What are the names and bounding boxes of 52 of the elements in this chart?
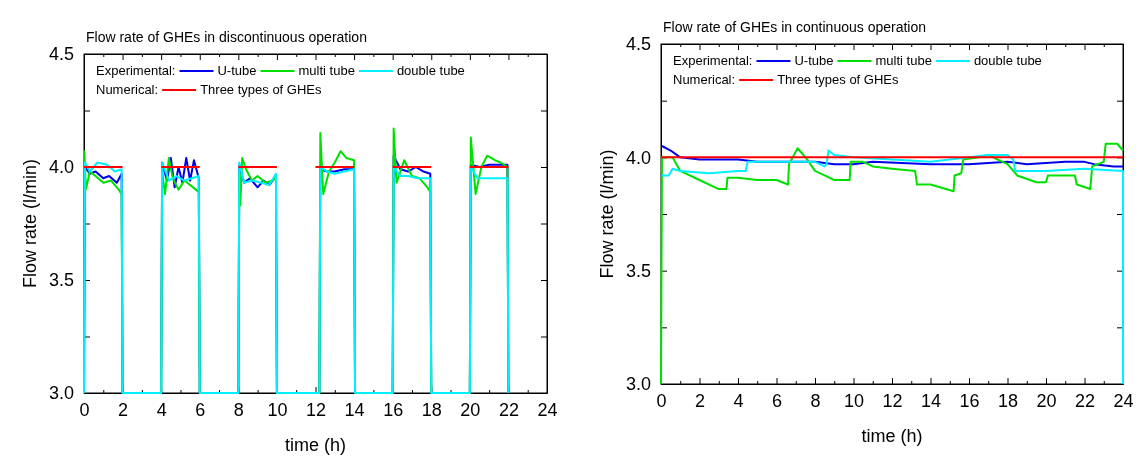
y-tick-label: 4.5 bbox=[48, 44, 74, 65]
x-tick-label: 10 bbox=[267, 399, 288, 420]
x-tick-label: 20 bbox=[1036, 390, 1057, 411]
y-tick-label: 3.0 bbox=[625, 374, 651, 395]
y-tick-label: 3.5 bbox=[625, 260, 651, 281]
chart-title: Flow rate of GHEs in continuous operation bbox=[663, 19, 927, 35]
legend-label: Three types of GHEs bbox=[200, 82, 322, 97]
x-tick-label: 16 bbox=[959, 390, 980, 411]
annotation: Experimental: bbox=[96, 63, 176, 78]
x-tick-label: 8 bbox=[810, 390, 821, 411]
y-tick-label: 4.0 bbox=[625, 147, 651, 168]
x-tick-label: 12 bbox=[305, 399, 327, 420]
x-tick-label: 2 bbox=[118, 399, 129, 420]
x-tick-label: 4 bbox=[156, 399, 167, 420]
y-axis-title: Flow rate (l/min) bbox=[597, 149, 617, 279]
chart-title: Flow rate of GHEs in discontinuous operation bbox=[86, 29, 367, 45]
x-tick-label: 16 bbox=[383, 399, 404, 420]
x-tick-label: 18 bbox=[421, 399, 442, 420]
annotation: Numerical: bbox=[673, 72, 736, 87]
x-tick-label: 20 bbox=[460, 399, 481, 420]
x-tick-label: 6 bbox=[771, 390, 783, 411]
x-axis-title: time (h) bbox=[861, 426, 923, 446]
legend-label: multi tube bbox=[298, 63, 355, 78]
legend-label: double tube bbox=[973, 53, 1042, 68]
legend-label: U-tube bbox=[217, 63, 257, 78]
y-tick-label: 4.5 bbox=[625, 34, 651, 55]
annotation: Numerical: bbox=[96, 82, 159, 97]
x-tick-label: 22 bbox=[1074, 390, 1096, 411]
annotation: Experimental: bbox=[673, 53, 753, 68]
legend-label: Three types of GHEs bbox=[777, 72, 899, 87]
x-tick-label: 14 bbox=[920, 390, 942, 411]
y-axis-title: Flow rate (l/min) bbox=[20, 158, 40, 289]
x-tick-label: 14 bbox=[344, 399, 365, 420]
y-tick-label: 3.0 bbox=[48, 383, 74, 404]
x-tick-label: 24 bbox=[537, 399, 558, 420]
x-tick-label: 24 bbox=[1113, 390, 1134, 411]
x-tick-label: 18 bbox=[997, 390, 1019, 411]
x-tick-label: 0 bbox=[656, 390, 667, 411]
y-tick-label: 4.0 bbox=[48, 157, 74, 178]
legend-label: multi tube bbox=[875, 53, 932, 68]
x-axis-title: time (h) bbox=[284, 435, 347, 455]
y-tick-label: 3.5 bbox=[48, 270, 74, 291]
x-tick-label: 8 bbox=[233, 399, 244, 420]
x-tick-label: 0 bbox=[79, 399, 90, 420]
x-tick-label: 12 bbox=[882, 390, 903, 411]
x-tick-label: 2 bbox=[694, 390, 706, 411]
x-tick-label: 6 bbox=[195, 399, 206, 420]
legend-label: U-tube bbox=[794, 53, 834, 68]
x-tick-label: 10 bbox=[843, 390, 865, 411]
x-tick-label: 22 bbox=[498, 399, 519, 420]
legend-label: double tube bbox=[396, 63, 465, 78]
x-tick-label: 4 bbox=[733, 390, 744, 411]
